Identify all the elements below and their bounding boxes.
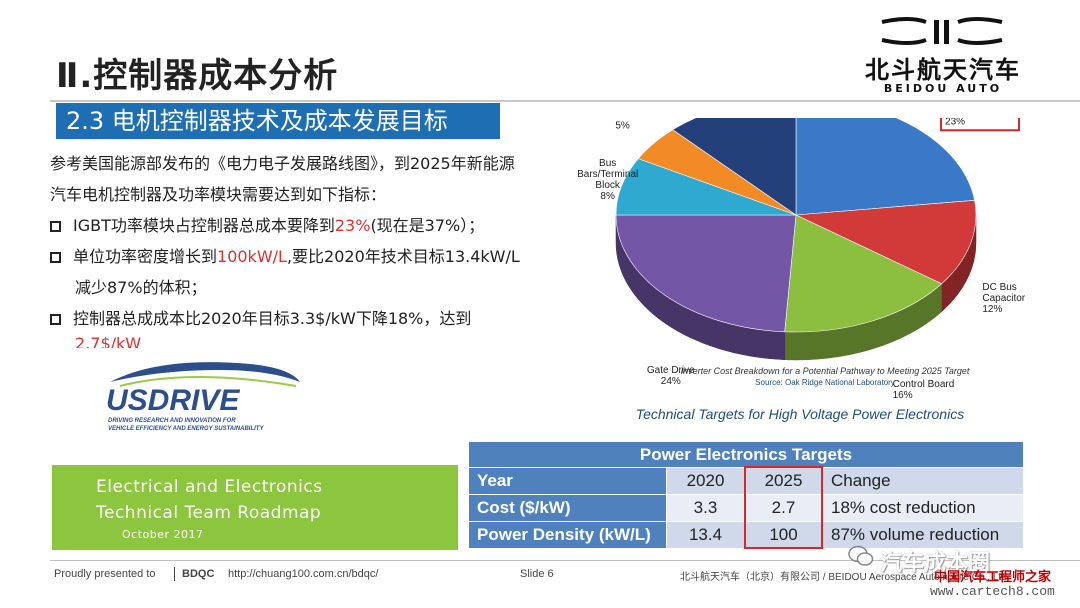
svg-text:Block: Block [595,180,620,191]
cell-cost-2025: 2.7 [744,494,823,522]
svg-text:Current Sensors: Current Sensors [578,118,630,120]
pie-slice-4 [615,158,797,216]
footer-separator [174,567,175,581]
table-row: Power Density (kW/L) 13.4 100 87% volume… [468,521,1024,549]
bullet-1: IGBT功率模块占控制器总成本要降到23%(现在是37%）； [50,210,590,241]
bullet-2-continuation: 减少87%的体积； [75,278,207,297]
targets-section-title: Technical Targets for High Voltage Power… [635,406,965,422]
pie-label-5: Current Sensors5% [578,118,630,131]
pie-slice-3 [615,214,797,333]
pie-slice-1 [794,200,977,285]
pie-caption: Inverter Cost Breakdown for a Potential … [680,366,970,376]
svg-text:12%: 12% [982,304,1002,315]
svg-text:16%: 16% [893,390,913,401]
svg-text:5%: 5% [615,120,630,131]
usdrive-wordmark: USDRIVE [106,384,240,417]
bullet-square-icon [50,314,61,325]
beidou-logo: 北斗航天汽车 BEIDOU AUTO [858,16,1028,98]
footer-company: 北斗航天汽车（北京）有限公司 / BEIDOU Aerospace Automo… [680,572,1010,583]
bullet-2: 单位功率密度增长到100kW/L,要比2020年技术目标13.4kW/L [50,241,590,272]
svg-text:Control Board: Control Board [893,379,955,390]
watermark-site-cn: 中国汽车工程师之家 [934,570,1052,585]
watermark-name: 汽车成本圈 [880,551,991,576]
beidou-logo-mark-icon [881,17,1003,45]
table-title: Power Electronics Targets [468,441,1024,468]
bullet-1-text: IGBT功率模块占控制器总成本要降到 [73,216,335,235]
footer-divider [50,560,1080,561]
logo-english-name: BEIDOU AUTO [883,82,1003,95]
cell-density-change: 87% volume reduction [822,521,1024,549]
roadmap-date: October 2017 [122,528,204,541]
bullet-1-tail: (现在是37%）； [370,216,485,235]
svg-text:Bus: Bus [599,158,616,169]
svg-text:23%: 23% [945,118,965,127]
footer-presented: Proudly presented to [54,568,156,580]
footer-slide-number: Slide 6 [520,568,554,580]
bullet-square-icon [50,221,61,232]
intro-line-2: 汽车电机控制器及功率模块需要达到如下指标： [50,185,387,204]
slide-title: Ⅱ.控制器成本分析 [56,56,339,96]
bullet-2-text: 单位功率密度增长到 [73,247,218,266]
usdrive-tagline-1: DRIVING RESEARCH AND INNOVATION FOR [108,418,236,424]
footer-url[interactable]: http://chuang100.com.cn/bdqc/ [228,568,379,580]
table-row: Cost ($/kW) 3.3 2.7 18% cost reduction [468,494,1024,522]
cell-density-2025: 100 [744,521,823,549]
pie-label-0: Power Module23% [940,118,1021,132]
bullet-1-highlight: 23% [334,216,371,235]
bullet-3: 控制器总成成本比2020年目标3.3$/kW下降18%，达到 [50,303,590,334]
svg-text:Bars/Terminal: Bars/Terminal [578,169,638,180]
pie-slice-2 [784,214,943,333]
body-text: 参考美国能源部发布的《电力电子发展路线图》，到2025年新能源 汽车电机控制器及… [50,148,590,348]
footer-org: BDQC [182,568,215,580]
roadmap-title-line-1: Electrical and Electronics [96,477,323,497]
usdrive-tagline-2: VEHICLE EFFICIENCY AND ENERGY SUSTAINABI… [108,426,264,432]
header-change: Change [822,467,1024,495]
svg-text:8%: 8% [600,191,615,202]
power-module-highlight [940,118,1021,132]
pie-slice-6 [672,118,797,216]
svg-text:Gate Drive: Gate Drive [647,365,695,376]
usdrive-logo: USDRIVE DRIVING RESEARCH AND INNOVATION … [106,362,300,432]
bullet-2-tail: ,要比2020年技术目标13.4kW/L [286,247,520,266]
bullet-square-icon [50,252,61,263]
bullet-2-highlight: 100kW/L [217,247,287,266]
watermark-site: www.cartech8.com [930,584,1055,599]
row-label-cost: Cost ($/kW) [468,494,667,522]
power-electronics-targets-table: Power Electronics Targets Year 2020 2025… [468,441,1024,549]
logo-chinese-name: 北斗航天汽车 [865,56,1021,84]
section-subtitle: 2.3 电机控制器技术及成本发展目标 [56,103,500,139]
cell-density-2020: 13.4 [666,521,745,549]
table-header-row: Year 2020 2025 Change [468,467,1024,495]
roadmap-title-line-2: Technical Team Roadmap [96,503,322,523]
bullet-3-continuation: 2.7$/kW [75,334,142,348]
cell-cost-change: 18% cost reduction [822,494,1024,522]
bullet-3-text: 控制器总成成本比2020年目标3.3$/kW下降18%，达到 [73,309,472,328]
roadmap-banner: Electrical and Electronics Technical Tea… [52,465,458,550]
title-divider [50,100,1080,102]
svg-text:Capacitor: Capacitor [982,293,1025,304]
svg-text:DC Bus: DC Bus [982,282,1016,293]
svg-text:24%: 24% [661,376,681,387]
wechat-icon [848,545,874,566]
pie-source: Source: Oak Ridge National Laboratory [755,378,895,387]
row-label-power-density: Power Density (kW/L) [468,521,667,549]
pie-slice-0 [795,118,975,216]
cell-cost-2020: 3.3 [666,494,745,522]
header-2020: 2020 [666,467,745,495]
intro-line-1: 参考美国能源部发布的《电力电子发展路线图》，到2025年新能源 [50,154,515,173]
header-year: Year [468,467,667,495]
header-2025: 2025 [744,467,823,495]
